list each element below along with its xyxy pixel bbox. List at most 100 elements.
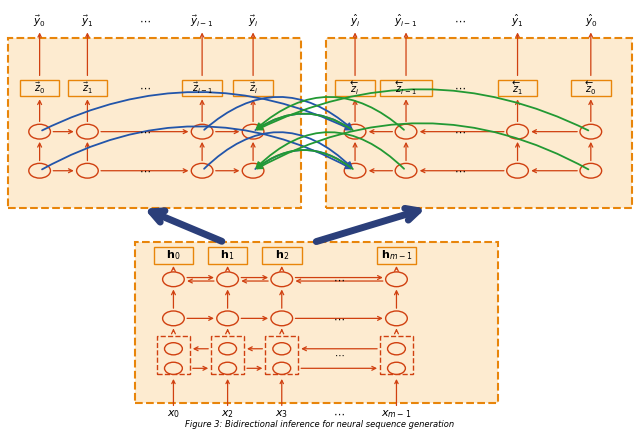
FancyArrowPatch shape (241, 276, 267, 280)
Circle shape (217, 272, 239, 287)
Circle shape (388, 343, 405, 355)
FancyArrowPatch shape (257, 114, 353, 130)
Text: $\cdots$: $\cdots$ (333, 313, 345, 323)
Text: $\cdots$: $\cdots$ (454, 16, 466, 26)
Text: $\vec{y}_0$: $\vec{y}_0$ (33, 13, 46, 29)
FancyArrowPatch shape (421, 169, 504, 173)
FancyArrowPatch shape (303, 347, 377, 351)
FancyArrowPatch shape (251, 101, 255, 121)
FancyArrowPatch shape (395, 380, 398, 406)
FancyArrowPatch shape (38, 143, 42, 160)
Text: $\vec{z}_1$: $\vec{z}_1$ (82, 81, 93, 96)
Circle shape (507, 163, 529, 178)
FancyArrowPatch shape (226, 380, 229, 406)
FancyBboxPatch shape (234, 80, 273, 97)
FancyArrowPatch shape (200, 101, 204, 121)
FancyBboxPatch shape (182, 80, 222, 97)
Circle shape (273, 343, 291, 355)
Text: $\cdots$: $\cdots$ (139, 166, 150, 176)
FancyArrowPatch shape (101, 169, 187, 173)
FancyArrowPatch shape (257, 89, 588, 130)
FancyArrowPatch shape (532, 130, 577, 134)
FancyArrowPatch shape (216, 169, 238, 173)
FancyArrowPatch shape (394, 291, 399, 308)
Circle shape (163, 272, 184, 287)
Text: $\cdots$: $\cdots$ (139, 83, 150, 93)
Text: $\mathbf{h}_{m-1}$: $\mathbf{h}_{m-1}$ (381, 249, 412, 262)
Text: $\mathbf{h}_1$: $\mathbf{h}_1$ (220, 249, 235, 262)
FancyArrowPatch shape (589, 34, 593, 76)
FancyArrowPatch shape (296, 276, 381, 280)
FancyArrowPatch shape (200, 34, 204, 76)
FancyArrowPatch shape (280, 380, 284, 406)
FancyArrowPatch shape (151, 211, 222, 241)
Text: $\hat{y}_{i-1}$: $\hat{y}_{i-1}$ (394, 13, 418, 29)
Text: $\overleftarrow{z}_{i-1}$: $\overleftarrow{z}_{i-1}$ (395, 80, 417, 97)
FancyArrowPatch shape (187, 316, 212, 320)
Circle shape (395, 124, 417, 139)
FancyArrowPatch shape (86, 34, 89, 76)
FancyArrowPatch shape (589, 101, 593, 121)
Circle shape (164, 362, 182, 375)
FancyArrowPatch shape (280, 330, 284, 334)
Circle shape (580, 124, 602, 139)
Circle shape (386, 311, 407, 326)
FancyArrowPatch shape (297, 279, 383, 283)
FancyBboxPatch shape (335, 80, 375, 97)
FancyArrowPatch shape (257, 123, 588, 170)
Circle shape (191, 163, 213, 178)
FancyBboxPatch shape (157, 336, 190, 375)
Text: $\overleftarrow{z}_1$: $\overleftarrow{z}_1$ (512, 80, 524, 97)
FancyArrowPatch shape (404, 34, 408, 76)
Text: $\mathbf{h}_0$: $\mathbf{h}_0$ (166, 249, 180, 262)
FancyArrowPatch shape (252, 34, 255, 76)
FancyArrowPatch shape (243, 279, 268, 283)
FancyArrowPatch shape (53, 169, 72, 173)
Text: $\cdots$: $\cdots$ (333, 274, 345, 284)
Circle shape (344, 124, 366, 139)
FancyArrowPatch shape (516, 34, 519, 76)
Text: $\vec{z}_{i-1}$: $\vec{z}_{i-1}$ (191, 81, 212, 96)
Circle shape (77, 163, 99, 178)
Text: $\hat{y}_i$: $\hat{y}_i$ (350, 13, 360, 29)
FancyArrowPatch shape (200, 143, 204, 160)
Circle shape (219, 343, 237, 355)
FancyBboxPatch shape (68, 80, 107, 97)
FancyBboxPatch shape (8, 38, 301, 208)
Text: $\vec{z}_i$: $\vec{z}_i$ (248, 81, 258, 96)
FancyArrowPatch shape (53, 130, 72, 134)
Circle shape (29, 124, 51, 139)
Circle shape (386, 272, 407, 287)
FancyBboxPatch shape (326, 38, 632, 208)
Text: $\cdots$: $\cdots$ (139, 16, 150, 26)
Circle shape (395, 163, 417, 178)
FancyArrowPatch shape (370, 169, 392, 173)
FancyArrowPatch shape (301, 366, 376, 370)
FancyBboxPatch shape (211, 336, 244, 375)
FancyArrowPatch shape (394, 267, 399, 271)
FancyArrowPatch shape (226, 330, 230, 334)
FancyArrowPatch shape (172, 291, 175, 308)
FancyArrowPatch shape (257, 97, 404, 130)
Text: $x_3$: $x_3$ (275, 408, 289, 420)
FancyArrowPatch shape (241, 316, 267, 320)
FancyArrowPatch shape (251, 143, 255, 160)
FancyArrowPatch shape (226, 291, 230, 308)
FancyArrowPatch shape (86, 143, 90, 160)
Text: $x_{m-1}$: $x_{m-1}$ (381, 408, 412, 420)
FancyArrowPatch shape (296, 316, 381, 320)
Circle shape (219, 362, 237, 375)
FancyArrowPatch shape (247, 366, 261, 370)
Circle shape (191, 124, 213, 139)
FancyArrowPatch shape (42, 126, 351, 170)
Text: $\cdots$: $\cdots$ (454, 166, 466, 176)
Text: $\vec{y}_1$: $\vec{y}_1$ (81, 13, 93, 29)
FancyArrowPatch shape (188, 279, 214, 283)
FancyArrowPatch shape (316, 208, 419, 242)
Text: $\overleftarrow{z}_0$: $\overleftarrow{z}_0$ (585, 80, 596, 97)
FancyArrowPatch shape (516, 143, 520, 160)
FancyArrowPatch shape (226, 267, 230, 271)
Text: $\cdots$: $\cdots$ (334, 350, 344, 360)
FancyArrowPatch shape (204, 132, 351, 169)
Circle shape (507, 124, 529, 139)
